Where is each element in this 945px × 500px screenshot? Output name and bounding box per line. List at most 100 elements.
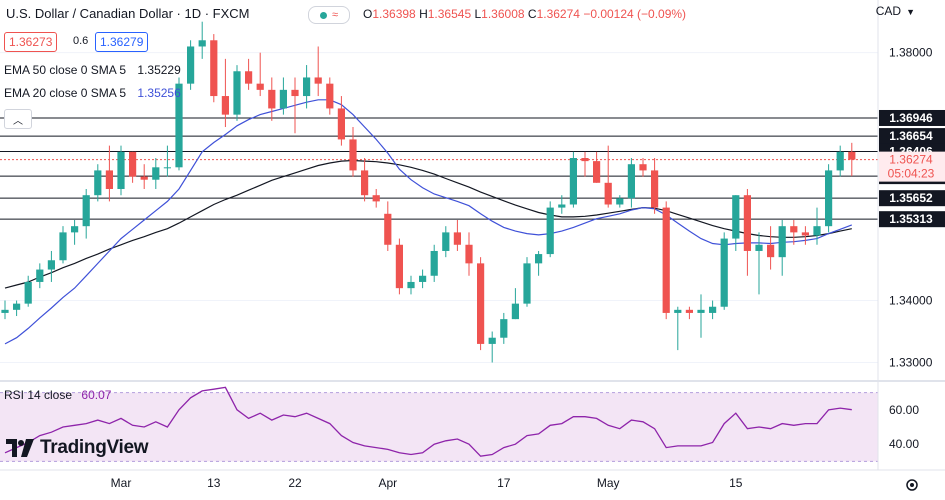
candle (395, 238, 403, 295)
candle (430, 244, 438, 282)
candle (453, 219, 461, 251)
candle-body (743, 195, 751, 251)
level-label-box (879, 190, 945, 207)
time-tick-label: 22 (288, 476, 302, 490)
candle (256, 52, 264, 97)
candle (221, 58, 229, 128)
rsi-pane (0, 386, 878, 462)
candle (743, 189, 751, 276)
candle (685, 306, 693, 320)
candle-body (639, 164, 647, 171)
candle-body (117, 151, 125, 189)
candle-body (361, 170, 369, 196)
candle-body (349, 139, 357, 171)
candle (767, 226, 775, 270)
candle (175, 77, 183, 171)
candle (407, 275, 415, 295)
candle-body (720, 238, 728, 307)
candle-body (813, 226, 821, 236)
candle (825, 164, 833, 233)
candle (801, 226, 809, 245)
candle-body (221, 96, 229, 115)
candle-body (47, 260, 55, 270)
candle-body (453, 232, 461, 245)
time-tick-label: Apr (378, 476, 397, 490)
candle-body (593, 161, 601, 183)
candle (198, 21, 206, 59)
candle-body (465, 244, 473, 264)
ema50-line (4, 159, 852, 289)
candle-body (395, 244, 403, 289)
candle-body (245, 71, 253, 84)
candle (639, 158, 647, 177)
candle (291, 77, 299, 134)
candle-body (581, 158, 589, 162)
market-open-dot-icon (319, 11, 327, 19)
candle (71, 219, 79, 245)
candle (674, 306, 682, 351)
candle (546, 201, 554, 258)
candle-body (198, 40, 206, 47)
candle-body (778, 226, 786, 258)
candle (604, 145, 612, 208)
candle-body (175, 83, 183, 168)
candle-body (291, 89, 299, 97)
candle-body (488, 337, 496, 344)
candle-body (697, 309, 705, 313)
candle (337, 96, 345, 146)
candle-body (24, 281, 32, 304)
candle-body (767, 244, 775, 258)
candle (419, 269, 427, 289)
candle-body (604, 182, 612, 205)
price-tick-label: 1.33000 (889, 356, 933, 370)
candle-body (13, 303, 21, 310)
candle (813, 207, 821, 245)
currency-label[interactable]: CAD ▼ (875, 4, 915, 18)
market-status-badge[interactable]: ≈ (308, 6, 350, 24)
candle-body (36, 269, 44, 282)
ema20-legend[interactable]: EMA 20 close 0 SMA 5 1.35256 (4, 86, 181, 100)
ema50-legend[interactable]: EMA 50 close 0 SMA 5 1.35229 (4, 63, 181, 77)
candle (303, 65, 311, 109)
time-tick-label: 17 (497, 476, 511, 490)
candle-body (685, 309, 693, 313)
candle-body (477, 263, 485, 344)
level-label-box (879, 109, 945, 126)
candle-body (279, 89, 287, 109)
tradingview-logo[interactable]: TradingView (6, 437, 149, 459)
sell-button[interactable]: 1.36273 (4, 32, 58, 52)
settings-gear-icon[interactable] (903, 476, 921, 494)
candle-body (314, 77, 322, 84)
ohlc-readout: O1.36398 H1.36545 L1.36008 C1.36274 −0.0… (363, 7, 687, 21)
candle-body (268, 89, 276, 109)
candle (326, 77, 334, 115)
spread-value: 0.6 (73, 35, 89, 47)
symbol-title[interactable]: U.S. Dollar / Canadian Dollar · 1D · FXC… (6, 6, 250, 21)
candle (82, 189, 90, 239)
collapse-chevron-icon[interactable]: ︿ (4, 109, 32, 129)
price-tick-label: 1.38000 (889, 46, 933, 60)
candle-body (1, 309, 9, 313)
candle-body (163, 167, 171, 169)
candle-body (129, 151, 137, 177)
candle (1, 300, 9, 320)
candle-body (755, 244, 763, 251)
chevron-down-icon: ▼ (906, 7, 915, 17)
price-axis: 1.330001.340001.380001.369461.366541.364… (0, 0, 945, 471)
price-tick-label: 1.34000 (889, 294, 933, 308)
rsi-line (4, 386, 852, 457)
candle (778, 219, 786, 276)
candle (152, 158, 160, 189)
candle-body (651, 170, 659, 208)
candle-body (187, 46, 195, 84)
candle (117, 145, 125, 196)
candle (245, 58, 253, 90)
rsi-legend[interactable]: RSI 14 close 60.07 (4, 388, 112, 402)
time-axis: Mar 13 22 Apr 17 May 15 (111, 476, 743, 490)
candle (129, 151, 137, 183)
buy-button[interactable]: 1.36279 (95, 32, 149, 52)
candle-body (407, 281, 415, 289)
candles (1, 21, 856, 363)
level-label: 1.36654 (889, 129, 933, 143)
